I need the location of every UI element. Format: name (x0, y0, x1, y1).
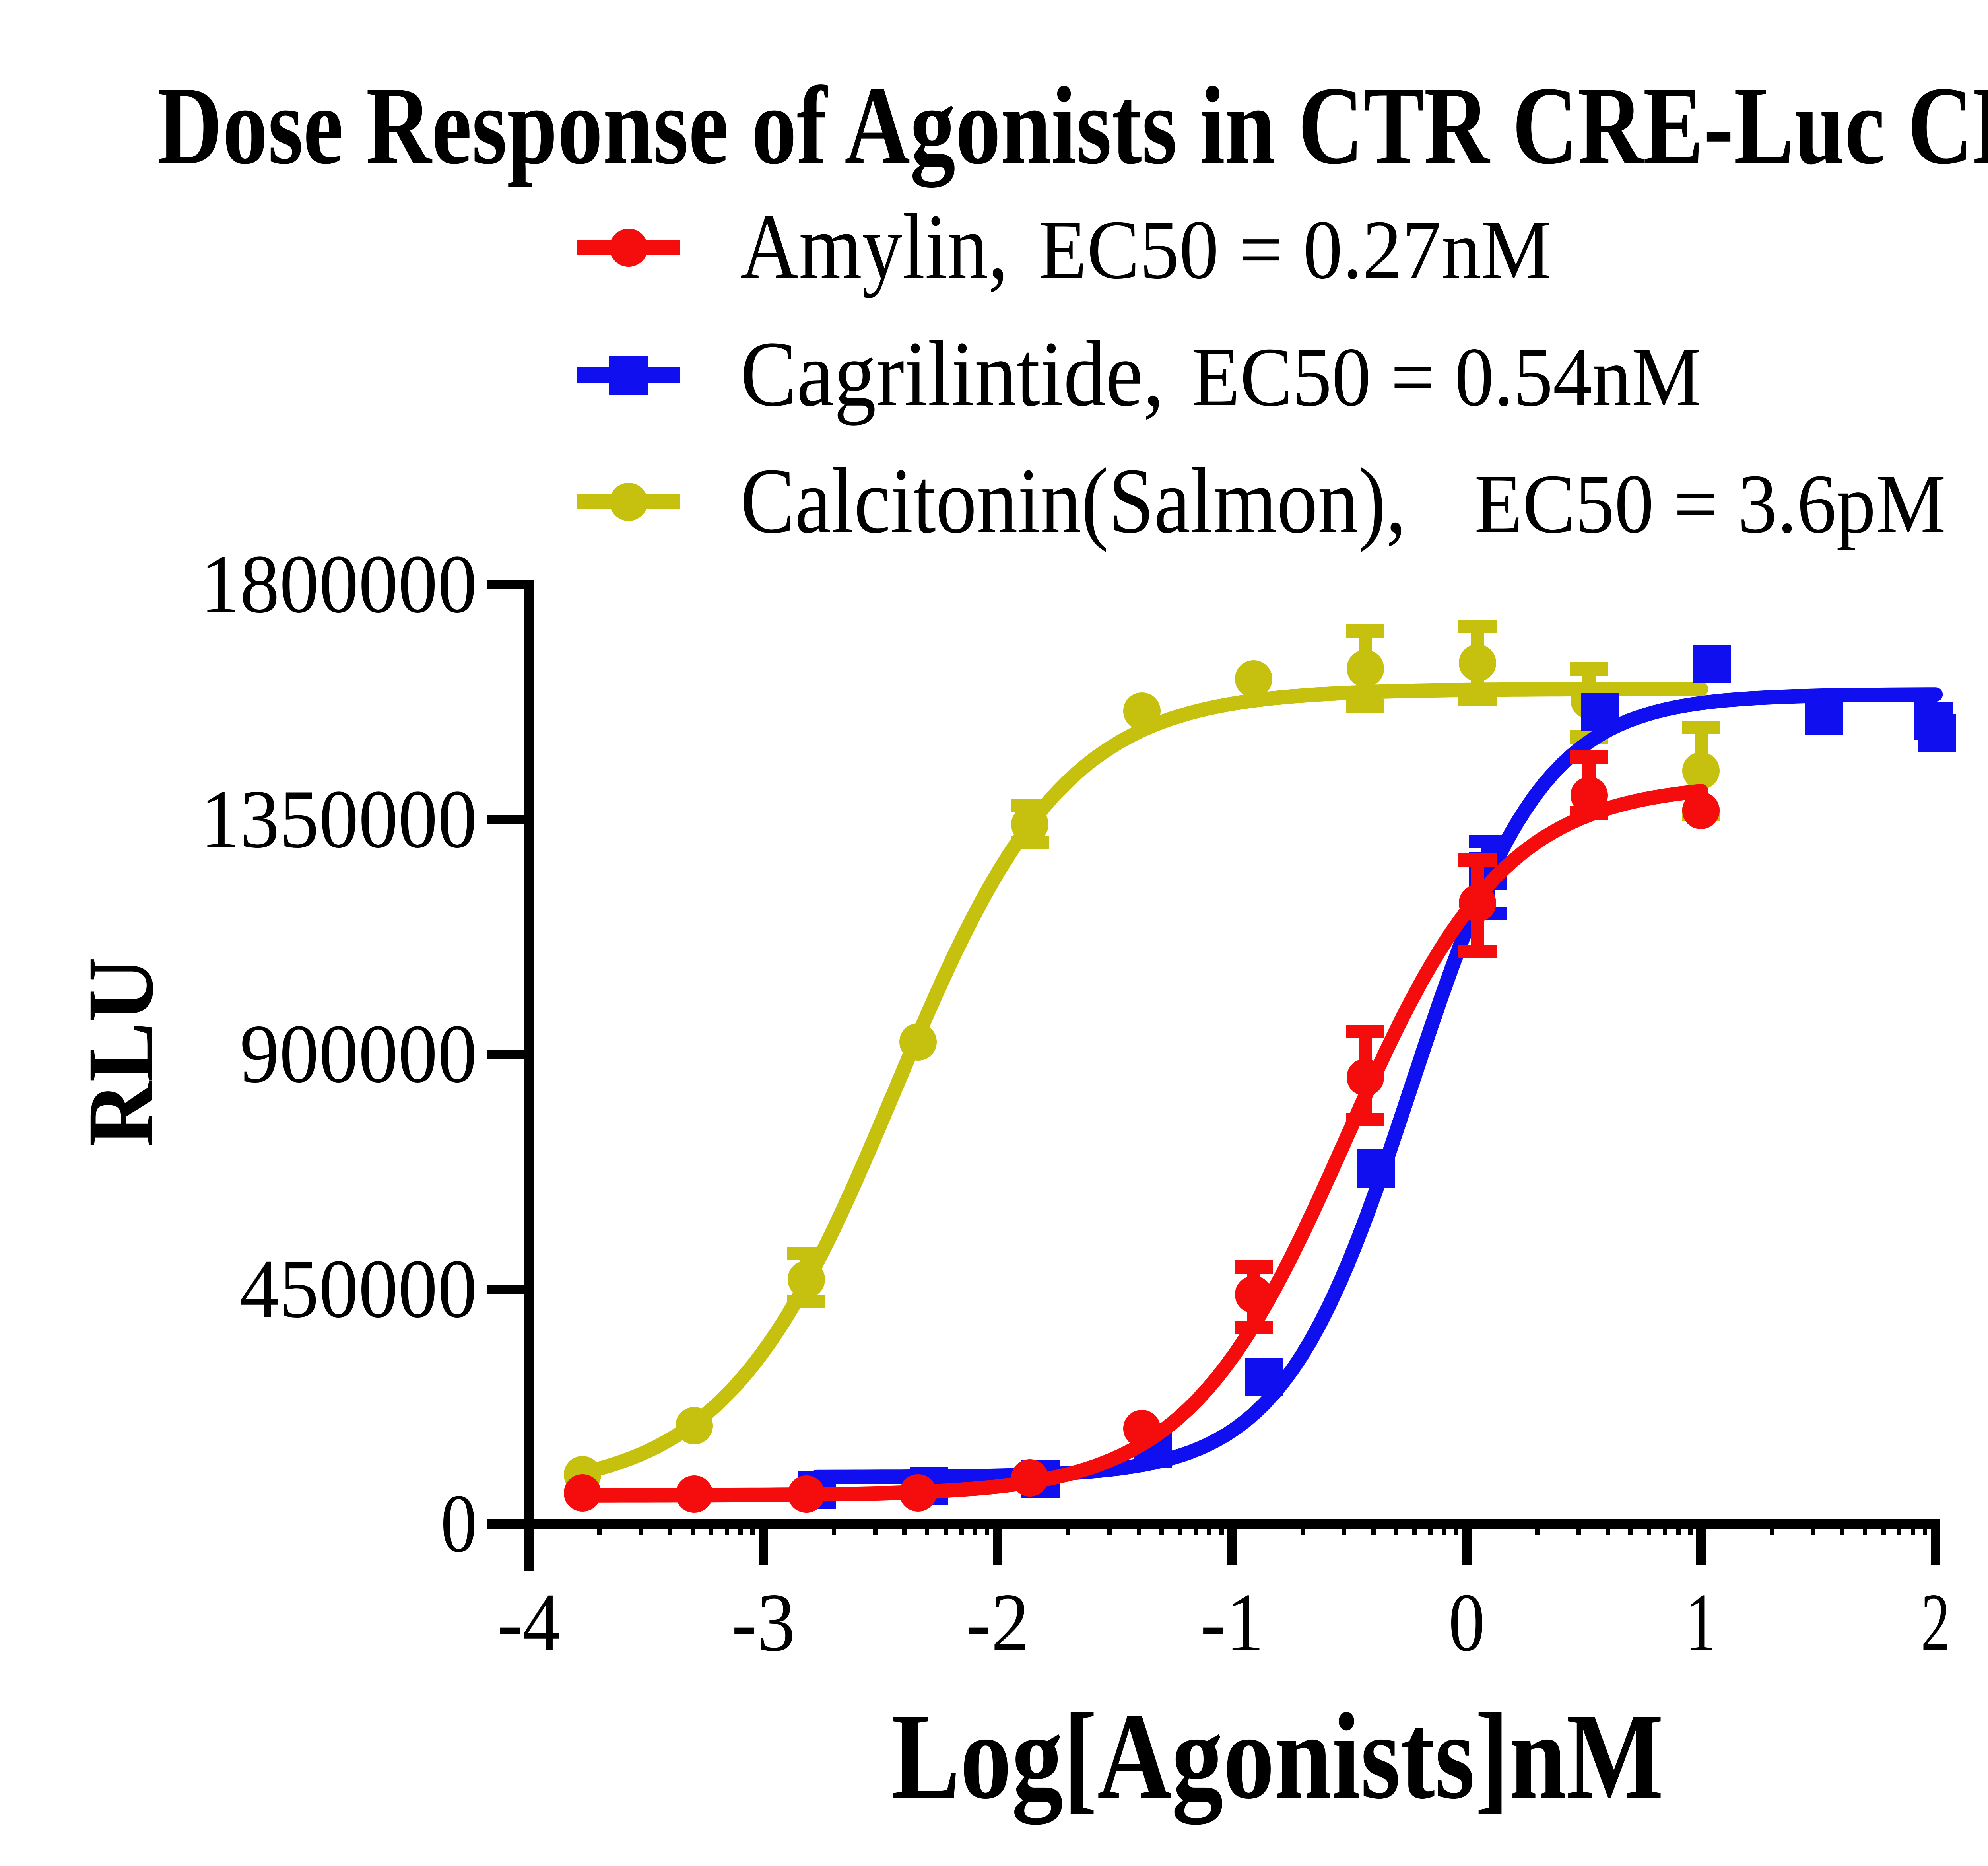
svg-text:EC50 = 0.27nM: EC50 = 0.27nM (1039, 203, 1551, 296)
svg-text:-4: -4 (497, 1576, 561, 1669)
svg-text:Cagrilintide,: Cagrilintide, (740, 322, 1164, 426)
svg-text:Calcitonin(Salmon),: Calcitonin(Salmon), (740, 449, 1406, 552)
svg-text:1800000: 1800000 (200, 538, 477, 630)
svg-text:Amylin,: Amylin, (740, 195, 1008, 298)
svg-text:Dose Response of Agonists in C: Dose Response of Agonists in CTR CRE-Luc… (157, 64, 1988, 189)
svg-text:0: 0 (441, 1477, 477, 1570)
svg-text:-2: -2 (966, 1576, 1029, 1669)
svg-text:RLU: RLU (69, 957, 173, 1147)
svg-text:EC50 = 3.6pM: EC50 = 3.6pM (1474, 457, 1946, 550)
svg-text:-3: -3 (732, 1576, 795, 1669)
svg-text:-1: -1 (1200, 1576, 1264, 1669)
svg-text:1350000: 1350000 (200, 773, 477, 865)
svg-text:EC50 = 0.54nM: EC50 = 0.54nM (1192, 330, 1701, 424)
svg-text:900000: 900000 (240, 1008, 477, 1100)
svg-text:1: 1 (1686, 1576, 1716, 1669)
svg-text:2: 2 (1921, 1576, 1950, 1669)
svg-text:450000: 450000 (240, 1243, 477, 1335)
svg-text:0: 0 (1448, 1576, 1485, 1669)
svg-text:Log[Agonists]nM: Log[Agonists]nM (891, 1688, 1664, 1827)
